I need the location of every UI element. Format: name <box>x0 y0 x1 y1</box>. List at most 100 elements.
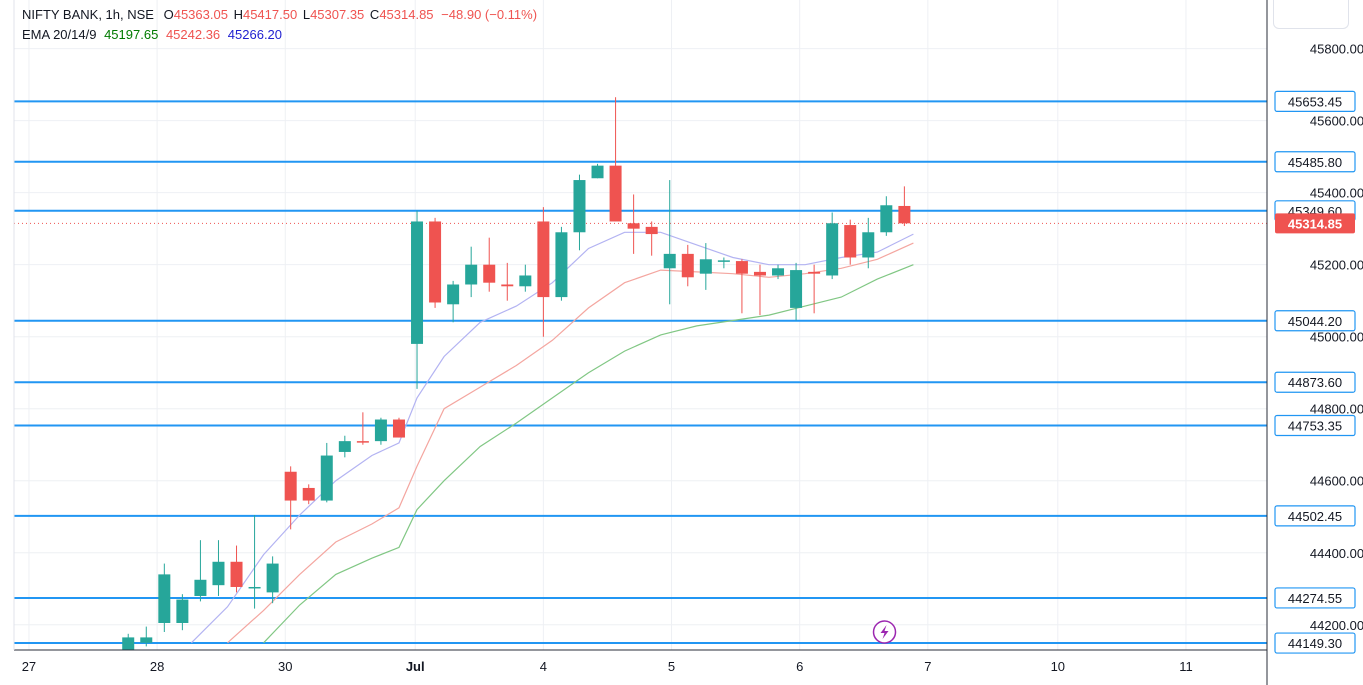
candle-body <box>609 165 622 222</box>
candle-body <box>447 284 460 305</box>
candle-body <box>537 221 550 298</box>
price-tick-label: 45400.00 <box>1310 186 1363 201</box>
lightning-icon-bolt <box>880 625 889 639</box>
open-value: 45363.05 <box>173 7 228 22</box>
ema-line-ema14 <box>227 242 914 644</box>
candle-body <box>555 232 568 298</box>
level-price-box <box>1274 151 1356 173</box>
change-value: −48.90 (−0.11%) <box>441 7 538 22</box>
candle-body <box>302 487 315 501</box>
time-tick-label: 6 <box>796 659 803 674</box>
candle-body <box>194 579 207 596</box>
level-price-label: 44149.30 <box>1288 636 1342 651</box>
level-price-label: 45485.80 <box>1288 155 1342 170</box>
ema20-value: 45197.65 <box>104 27 159 42</box>
candle-body <box>735 261 748 274</box>
candle-body <box>826 223 839 276</box>
low-value: 45307.35 <box>310 7 365 22</box>
candle-body <box>284 471 297 501</box>
candle-body <box>627 223 640 229</box>
last-price-label: 45314.85 <box>1288 216 1342 231</box>
candle-body <box>392 419 405 438</box>
time-tick-label: 30 <box>278 659 292 674</box>
candle-body <box>880 205 893 233</box>
candle-body <box>519 275 532 287</box>
level-price-box <box>1274 587 1356 609</box>
candle-body <box>140 637 153 643</box>
price-legend: NIFTY BANK, 1h, NSE O45363.05 H45417.50 … <box>22 6 537 23</box>
chart-control-button[interactable] <box>1273 0 1349 29</box>
level-price-label: 45653.45 <box>1288 94 1342 109</box>
candle-body <box>501 284 514 287</box>
candle-body <box>212 561 225 586</box>
high-label: H <box>233 7 243 22</box>
candle-body <box>429 221 442 303</box>
candle-body <box>411 221 424 344</box>
price-tick-label: 44800.00 <box>1310 402 1363 417</box>
open-label: O <box>163 7 174 22</box>
candle-body <box>230 561 243 587</box>
level-price-box <box>1274 310 1356 332</box>
candle-body <box>808 271 821 274</box>
candle-body <box>717 260 730 262</box>
candle-body <box>790 270 803 308</box>
price-tick-label: 44600.00 <box>1310 474 1363 489</box>
candle-body <box>338 441 351 452</box>
candle-body <box>465 264 478 285</box>
time-tick-label: 7 <box>924 659 931 674</box>
candle-body <box>356 441 369 443</box>
ema14-value: 45242.36 <box>165 27 221 42</box>
candle-body <box>374 419 387 442</box>
plot-layer <box>14 97 1267 650</box>
price-tick-label: 45200.00 <box>1310 258 1363 273</box>
symbol-title[interactable]: NIFTY BANK, 1h, NSE <box>22 7 154 22</box>
price-tick-label: 44200.00 <box>1310 618 1363 633</box>
high-value: 45417.50 <box>242 7 298 22</box>
ema9-value: 45266.20 <box>227 27 283 42</box>
candle-body <box>573 180 586 233</box>
level-price-label: 44753.35 <box>1288 419 1342 434</box>
level-price-label: 45044.20 <box>1288 314 1342 329</box>
candle-body <box>699 259 712 274</box>
last-price-box <box>1275 213 1355 234</box>
candle-body <box>266 563 279 593</box>
level-price-box <box>1274 632 1356 654</box>
time-tick-label: 11 <box>1179 659 1193 674</box>
ema-label[interactable]: EMA 20/14/9 <box>22 27 97 42</box>
candle-body <box>663 253 676 269</box>
time-tick-label: 28 <box>150 659 164 674</box>
level-price-box <box>1274 414 1356 437</box>
candle-body <box>645 226 658 235</box>
ema-legend: EMA 20/14/9 45197.65 45242.36 45266.20 <box>22 26 282 43</box>
candle-body <box>753 271 766 276</box>
close-value: 45314.85 <box>379 7 434 22</box>
ema-line-ema9 <box>190 231 914 644</box>
level-price-label: 44873.60 <box>1288 375 1342 390</box>
level-price-label: 44274.55 <box>1288 591 1342 606</box>
price-tick-label: 44400.00 <box>1310 546 1363 561</box>
candle-body <box>772 268 785 276</box>
candle-body <box>320 455 333 501</box>
low-label: L <box>302 7 311 22</box>
candle-body <box>898 205 911 224</box>
time-tick-label: 5 <box>668 659 675 674</box>
candle-body <box>844 225 857 258</box>
candle-body <box>862 232 875 258</box>
price-tick-label: 45800.00 <box>1310 42 1363 57</box>
candle-body <box>176 599 189 623</box>
candle-body <box>122 637 135 650</box>
price-tick-label: 45000.00 <box>1310 330 1363 345</box>
candle-body <box>681 253 694 278</box>
time-tick-label: Jul <box>406 659 425 674</box>
candle-body <box>591 165 604 179</box>
price-tick-label: 45600.00 <box>1310 114 1363 129</box>
level-price-box <box>1274 90 1356 112</box>
candle-body <box>248 586 261 589</box>
time-tick-label: 10 <box>1051 659 1065 674</box>
candle-body <box>158 574 171 623</box>
time-tick-label: 27 <box>22 659 36 674</box>
level-price-box <box>1274 371 1356 393</box>
time-tick-label: 4 <box>540 659 547 674</box>
